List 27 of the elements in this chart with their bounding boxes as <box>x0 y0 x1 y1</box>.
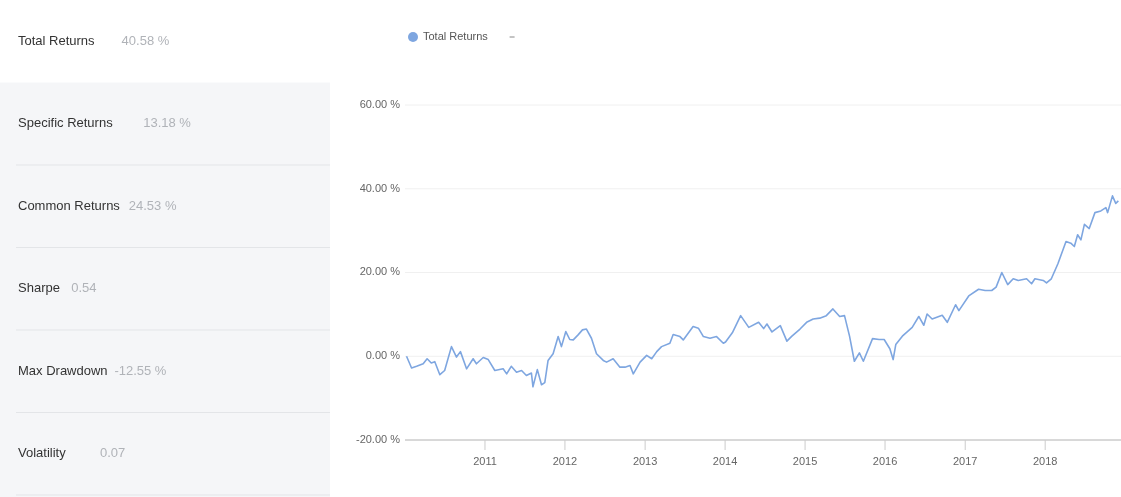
x-tick-label: 2018 <box>1032 454 1058 467</box>
y-tick-label: 0.00 % <box>365 349 401 362</box>
category-label: Sharpe <box>18 280 60 296</box>
category-label: Volatility <box>18 445 67 461</box>
legend-label: Total Returns <box>423 29 489 42</box>
category-label: Max Drawdown <box>18 362 108 378</box>
text: 40.58 % <box>121 32 170 48</box>
line-series <box>405 195 1120 388</box>
x-tick-label: 2011 <box>473 454 497 467</box>
text: 13.18 % <box>143 115 191 131</box>
y-tick-label: -20.00 % <box>355 432 401 445</box>
x-tick-label: 2013 <box>632 454 658 467</box>
text: 0.07 <box>100 445 126 461</box>
category-label: Specific Returns <box>18 115 114 131</box>
x-tick-label: 2014 <box>712 454 738 467</box>
y-tick-label: 20.00 % <box>359 265 401 278</box>
y-tick-label: 40.00 % <box>359 181 401 194</box>
x-tick-label: 2015 <box>792 454 818 467</box>
text: 0.54 <box>71 280 97 296</box>
x-tick-label: 2016 <box>872 454 898 467</box>
x-tick-label: 2012 <box>552 454 578 467</box>
category-label: Total Returns <box>18 32 96 48</box>
y-tick-label: 60.00 % <box>359 97 401 110</box>
category-label: Common Returns <box>18 197 121 213</box>
x-tick-label: 2017 <box>952 454 978 467</box>
text: 24.53 % <box>128 197 177 213</box>
text: -12.55 % <box>114 362 167 378</box>
